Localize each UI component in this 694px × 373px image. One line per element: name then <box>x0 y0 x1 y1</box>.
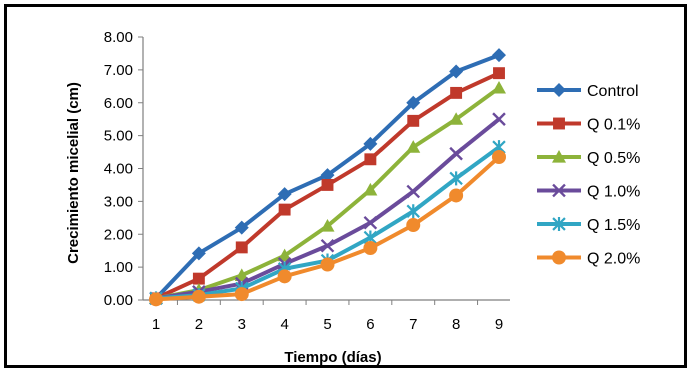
x-tick-label: 7 <box>409 316 417 333</box>
data-point <box>321 178 334 191</box>
data-point <box>492 112 506 126</box>
y-tick-label: 3.00 <box>104 193 133 210</box>
data-point <box>406 184 421 199</box>
legend: Control Q 0.1% Q 0.5% Q 1.0% Q 1.5% Q 2.0% <box>537 83 640 268</box>
data-point <box>363 136 378 151</box>
legend-label: Q 1.0% <box>587 184 640 201</box>
y-tick-label: 1.00 <box>104 259 133 276</box>
data-point <box>278 203 291 216</box>
data-point <box>320 238 335 253</box>
data-point <box>234 287 249 302</box>
legend-marker <box>553 117 565 130</box>
data-point <box>406 218 421 233</box>
data-point <box>235 241 248 254</box>
x-axis-title: Tiempo (días) <box>284 349 381 365</box>
legend-label: Q 2.0% <box>587 251 640 268</box>
y-tick-label: 4.00 <box>104 161 133 178</box>
legend-marker <box>552 150 566 163</box>
legend-marker <box>552 217 566 231</box>
y-tick-label: 2.00 <box>104 226 133 243</box>
data-point <box>449 64 464 79</box>
x-tick-label: 1 <box>152 316 160 333</box>
y-tick-label: 5.00 <box>104 128 133 145</box>
data-point <box>492 80 506 94</box>
data-point <box>493 67 505 80</box>
legend-marker <box>552 83 566 97</box>
x-tick-label: 4 <box>280 316 288 333</box>
data-point <box>320 257 335 272</box>
data-point <box>406 140 421 153</box>
legend-marker <box>552 250 566 265</box>
line-chart: 0.00 1.00 2.00 3.00 4.00 5.00 6.00 7.00 8.00 1 2 3 4… <box>65 29 640 365</box>
data-point <box>449 171 463 186</box>
data-point <box>277 187 292 202</box>
data-point <box>320 219 335 232</box>
data-point <box>363 241 378 256</box>
data-point <box>363 182 378 196</box>
x-tick-label: 5 <box>323 316 331 333</box>
x-tick-label: 9 <box>495 316 503 333</box>
y-tick-label: 8.00 <box>104 29 133 46</box>
legend-item-5: Q 2.0% <box>537 250 640 268</box>
data-point <box>320 168 335 183</box>
y-axis-title: Crecimiento micelial (cm) <box>65 82 82 264</box>
chart-frame: 0.00 1.00 2.00 3.00 4.00 5.00 6.00 7.00 8.00 1 2 3 4… <box>4 4 687 368</box>
data-point <box>234 220 249 235</box>
y-tick-label: 0.00 <box>104 292 133 309</box>
legend-item-0: Control <box>537 83 639 100</box>
data-point <box>277 269 292 284</box>
data-point <box>277 248 292 262</box>
series-1 <box>150 67 505 305</box>
data-point <box>363 215 378 230</box>
legend-label: Q 0.5% <box>587 150 640 167</box>
data-point <box>364 153 377 166</box>
y-tick-label: 6.00 <box>104 95 133 112</box>
data-point <box>449 188 464 203</box>
legend-item-1: Q 0.1% <box>537 117 640 134</box>
data-point <box>407 114 420 127</box>
legend-label: Control <box>587 83 639 100</box>
plot-area: 0.00 1.00 2.00 3.00 4.00 5.00 6.00 7.00 8.00 1 2 3 4… <box>104 29 510 333</box>
x-tick-label: 3 <box>238 316 246 333</box>
series-0 <box>149 48 506 306</box>
y-tick-label: 7.00 <box>104 62 133 79</box>
legend-item-4: Q 1.5% <box>537 217 640 234</box>
x-tick-label: 6 <box>366 316 374 333</box>
data-point <box>492 48 506 63</box>
data-point <box>192 272 205 285</box>
data-point <box>406 204 420 219</box>
legend-item-2: Q 0.5% <box>537 150 640 167</box>
legend-item-3: Q 1.0% <box>537 184 640 201</box>
legend-marker <box>552 183 566 198</box>
data-point <box>449 146 463 161</box>
x-tick-label: 8 <box>452 316 460 333</box>
x-tick-label: 2 <box>195 316 203 333</box>
data-point <box>450 86 463 99</box>
data-point <box>449 112 464 125</box>
data-point <box>149 292 163 307</box>
data-point <box>234 268 249 281</box>
data-point <box>191 289 206 304</box>
legend-label: Q 1.5% <box>587 217 640 234</box>
data-point <box>191 246 206 261</box>
legend-label: Q 0.1% <box>587 117 640 134</box>
data-point <box>492 149 506 164</box>
series-5 <box>149 149 506 307</box>
data-point <box>406 95 421 110</box>
